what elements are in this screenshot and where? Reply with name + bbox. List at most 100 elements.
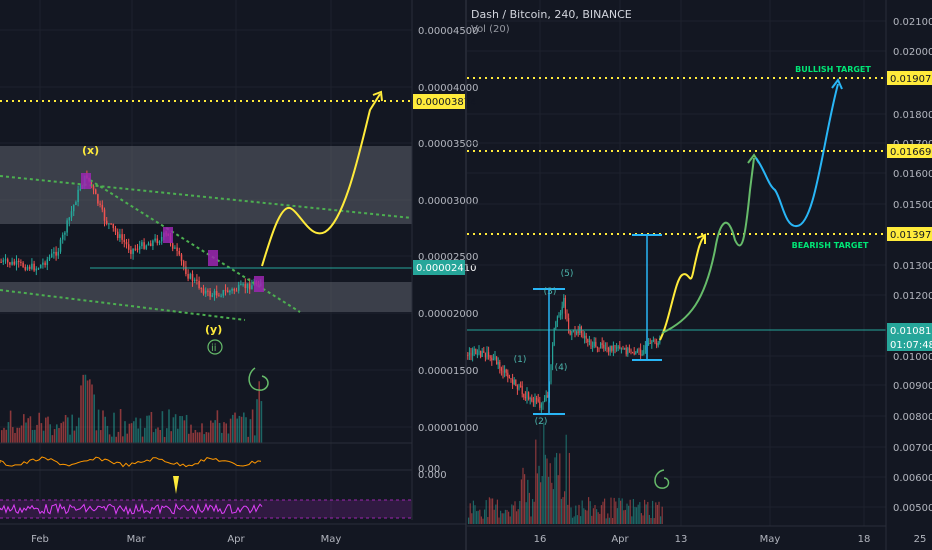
left-candle-body <box>33 263 35 271</box>
left-volume-bar <box>53 429 56 443</box>
left-candle-body <box>61 234 64 240</box>
wave-ii-label: ii <box>211 343 217 354</box>
left-candle-body <box>44 262 46 266</box>
left-candle-body <box>220 295 222 297</box>
left-volume-bar <box>67 417 69 443</box>
left-volume-bar <box>7 422 10 443</box>
right-candle-body <box>606 347 608 349</box>
elliott-wave-label: (2) <box>535 417 548 427</box>
left-rsi-line <box>0 502 263 516</box>
right-candle-body <box>625 347 627 355</box>
right-candle-body <box>566 313 568 319</box>
right-volume-bar <box>511 504 513 524</box>
right-candle-body <box>635 352 637 355</box>
left-y-tick: 0.00004500 <box>418 26 478 37</box>
left-volume-bar <box>5 429 7 443</box>
right-volume-bar <box>613 497 615 524</box>
right-candle-body <box>536 398 538 400</box>
right-volume-bar <box>541 476 543 524</box>
right-price-tag <box>887 323 932 337</box>
left-candle-body <box>90 180 93 187</box>
right-volume-bar <box>565 434 567 524</box>
left-candle-body <box>48 257 51 260</box>
right-candle-body <box>500 368 502 371</box>
left-oscillator-tick: 0.00 <box>418 464 440 475</box>
left-candle-body <box>42 262 44 265</box>
right-volume-bar <box>557 475 559 524</box>
left-volume-bar <box>139 418 142 443</box>
left-candle-body <box>99 203 101 205</box>
right-volume-bar <box>540 482 542 524</box>
left-volume-bar <box>93 394 95 443</box>
right-candle-body <box>505 369 507 373</box>
right-candle-body <box>520 385 522 387</box>
right-price-tag <box>887 337 932 351</box>
right-volume-bar <box>570 507 572 524</box>
left-x-tick: Apr <box>227 534 245 545</box>
right-volume-bar <box>520 479 522 524</box>
left-volume-bar <box>78 417 80 443</box>
right-candle-body <box>552 345 554 365</box>
right-candle-body <box>571 331 573 335</box>
left-candle-body <box>154 238 156 241</box>
left-volume-bar <box>254 435 256 443</box>
left-candle-body <box>136 248 139 250</box>
left-volume-bar <box>214 420 216 443</box>
right-volume-bar <box>639 502 641 524</box>
right-volume-bar <box>575 505 577 524</box>
right-candle-body <box>515 379 517 386</box>
left-candle-body <box>31 263 33 269</box>
left-candle-body <box>119 234 121 238</box>
left-candle-body <box>64 232 66 235</box>
right-candle-body <box>544 397 546 403</box>
right-candle-body <box>472 350 474 356</box>
right-volume-bar <box>653 518 655 524</box>
projected-path-right-yellow <box>659 235 706 341</box>
elliott-wave-label: (1) <box>514 355 527 365</box>
left-candle-body <box>178 251 181 255</box>
right-candle-body <box>558 315 560 317</box>
left-candle-body <box>17 260 20 262</box>
left-volume-bar <box>106 425 109 443</box>
left-candle-body <box>94 189 97 195</box>
left-candle-body <box>235 290 238 292</box>
resistance-zone <box>0 146 412 224</box>
right-volume-bar <box>589 501 591 524</box>
right-candle-body <box>467 354 469 356</box>
right-volume-bar <box>628 505 630 524</box>
left-volume-bar <box>34 429 36 443</box>
right-volume-bar <box>580 516 582 524</box>
right-volume-bar <box>607 513 609 524</box>
right-volume-bar <box>532 499 534 524</box>
right-volume-bar <box>498 517 500 524</box>
right-volume-bar <box>648 514 650 524</box>
right-candle-body <box>595 341 597 347</box>
right-candle-body <box>644 345 646 350</box>
right-candle-body <box>540 404 542 408</box>
right-candle-body <box>612 345 614 351</box>
right-volume-bar <box>469 503 471 524</box>
left-y-tick: 0.00001000 <box>418 423 478 434</box>
right-volume-bar <box>487 517 489 524</box>
right-candle-body <box>572 330 574 332</box>
right-volume-bar <box>584 509 586 524</box>
right-candle-body <box>619 346 621 349</box>
right-volume-bar <box>472 500 474 524</box>
left-target-tag-text: 0.00003874 <box>416 97 476 108</box>
right-volume-bar <box>514 501 516 524</box>
left-volume-bar <box>227 433 230 443</box>
left-candle-body <box>244 284 247 289</box>
left-candle-body <box>22 262 24 268</box>
right-volume-bar <box>560 498 562 524</box>
right-candle-body <box>484 352 486 358</box>
right-candle-body <box>588 340 590 342</box>
right-volume-bar <box>504 509 506 524</box>
left-candle-body <box>57 251 60 256</box>
left-volume-bar <box>192 432 194 443</box>
left-volume-bar <box>122 436 124 443</box>
left-volume-bar <box>221 432 223 443</box>
right-candle-body <box>616 347 618 349</box>
